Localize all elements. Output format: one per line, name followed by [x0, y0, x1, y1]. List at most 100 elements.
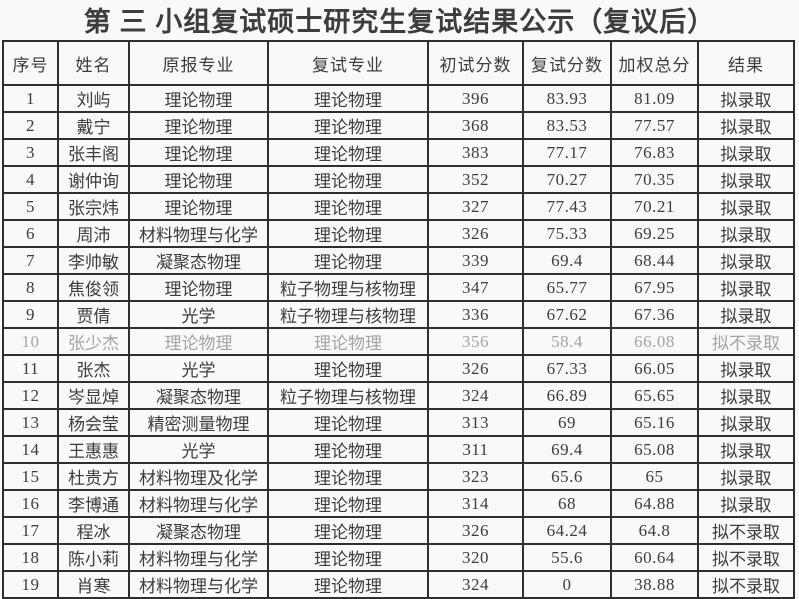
cell-initial-score: 326 — [427, 219, 524, 248]
cell-retest-score: 65.77 — [522, 273, 612, 302]
cell-weighted-score: 60.64 — [610, 543, 699, 572]
cell-original-major: 理论物理 — [128, 273, 269, 302]
cell-original-major: 材料物理与化学 — [128, 543, 269, 572]
cell-retest-major: 理论物理 — [267, 408, 429, 437]
table-body: 1 刘屿 理论物理 理论物理 396 83.93 81.09 拟录取 2 戴宁 理论物理 理论物理 36… — [2, 84, 795, 599]
cell-name: 张少杰 — [57, 327, 130, 356]
cell-initial-score: 326 — [427, 354, 524, 383]
cell-initial-score: 339 — [427, 246, 524, 275]
table-row: 4 谢仲询 理论物理 理论物理 352 70.27 70.35 拟录取 — [2, 165, 795, 194]
cell-retest-score: 67.62 — [522, 300, 612, 329]
cell-retest-major: 理论物理 — [267, 462, 429, 491]
cell-original-major: 光学 — [128, 354, 269, 383]
cell-result: 拟录取 — [697, 300, 795, 329]
cell-initial-score: 320 — [427, 543, 524, 572]
table-row: 18 陈小莉 材料物理与化学 理论物理 320 55.6 60.64 拟不录取 — [2, 543, 795, 572]
cell-no: 15 — [2, 462, 59, 491]
cell-retest-major: 理论物理 — [267, 516, 429, 545]
cell-name: 戴宁 — [57, 111, 130, 140]
table-row: 19 肖寒 材料物理与化学 理论物理 324 0 38.88 拟不录取 — [2, 570, 795, 599]
cell-initial-score: 347 — [427, 273, 524, 302]
cell-result: 拟录取 — [697, 408, 795, 437]
column-header-original-major: 原报专业 — [128, 40, 269, 86]
table-row: 2 戴宁 理论物理 理论物理 368 83.53 77.57 拟录取 — [2, 111, 795, 140]
cell-result: 拟录取 — [697, 246, 795, 275]
cell-no: 16 — [2, 489, 59, 518]
cell-retest-score: 58.4 — [522, 327, 612, 356]
cell-no: 8 — [2, 273, 59, 302]
cell-original-major: 材料物理与化学 — [128, 489, 269, 518]
cell-initial-score: 323 — [427, 462, 524, 491]
cell-result: 拟录取 — [697, 111, 795, 140]
cell-result: 拟录取 — [697, 219, 795, 248]
header-row: 序号 姓名 原报专业 复试专业 初试分数 复试分数 加权总分 结果 — [2, 40, 795, 86]
cell-original-major: 理论物理 — [128, 327, 269, 356]
cell-retest-major: 理论物理 — [267, 489, 429, 518]
cell-name: 陈小莉 — [57, 543, 130, 572]
cell-no: 5 — [2, 192, 59, 221]
cell-result: 拟不录取 — [697, 543, 795, 572]
cell-name: 程冰 — [57, 516, 130, 545]
cell-result: 拟录取 — [697, 192, 795, 221]
cell-retest-score: 70.27 — [522, 165, 612, 194]
cell-retest-score: 69 — [522, 408, 612, 437]
cell-retest-major: 理论物理 — [267, 111, 429, 140]
cell-weighted-score: 65.65 — [610, 381, 699, 410]
cell-weighted-score: 69.25 — [610, 219, 699, 248]
cell-retest-major: 理论物理 — [267, 219, 429, 248]
cell-no: 18 — [2, 543, 59, 572]
cell-no: 17 — [2, 516, 59, 545]
cell-result: 拟不录取 — [697, 570, 795, 599]
cell-weighted-score: 65.16 — [610, 408, 699, 437]
table-row: 5 张宗炜 理论物理 理论物理 327 77.43 70.21 拟录取 — [2, 192, 795, 221]
cell-original-major: 理论物理 — [128, 84, 269, 113]
cell-result: 拟录取 — [697, 354, 795, 383]
cell-result: 拟录取 — [697, 435, 795, 464]
cell-no: 4 — [2, 165, 59, 194]
cell-original-major: 光学 — [128, 300, 269, 329]
cell-original-major: 精密测量物理 — [128, 408, 269, 437]
cell-name: 杨会莹 — [57, 408, 130, 437]
cell-retest-major: 理论物理 — [267, 246, 429, 275]
table-row: 8 焦俊领 理论物理 粒子物理与核物理 347 65.77 67.95 拟录取 — [2, 273, 795, 302]
cell-initial-score: 368 — [427, 111, 524, 140]
cell-no: 14 — [2, 435, 59, 464]
table-row: 10 张少杰 理论物理 理论物理 356 58.4 66.08 拟不录取 — [2, 327, 795, 356]
cell-no: 3 — [2, 138, 59, 167]
table-row: 13 杨会莹 精密测量物理 理论物理 313 69 65.16 拟录取 — [2, 408, 795, 437]
table-row: 17 程冰 凝聚态物理 理论物理 326 64.24 64.8 拟不录取 — [2, 516, 795, 545]
cell-initial-score: 383 — [427, 138, 524, 167]
cell-name: 贾倩 — [57, 300, 130, 329]
column-header-name: 姓名 — [57, 40, 130, 86]
cell-weighted-score: 68.44 — [610, 246, 699, 275]
cell-weighted-score: 64.8 — [610, 516, 699, 545]
cell-retest-major: 理论物理 — [267, 165, 429, 194]
table-header: 序号 姓名 原报专业 复试专业 初试分数 复试分数 加权总分 结果 — [2, 40, 795, 86]
table-row: 7 李帅敏 凝聚态物理 理论物理 339 69.4 68.44 拟录取 — [2, 246, 795, 275]
cell-name: 杜贵方 — [57, 462, 130, 491]
cell-initial-score: 324 — [427, 381, 524, 410]
table-row: 15 杜贵方 材料物理及化学 理论物理 323 65.6 65 拟录取 — [2, 462, 795, 491]
cell-original-major: 凝聚态物理 — [128, 516, 269, 545]
cell-weighted-score: 67.36 — [610, 300, 699, 329]
cell-name: 谢仲询 — [57, 165, 130, 194]
cell-original-major: 材料物理与化学 — [128, 570, 269, 599]
cell-retest-score: 69.4 — [522, 435, 612, 464]
cell-retest-major: 理论物理 — [267, 435, 429, 464]
cell-result: 拟录取 — [697, 381, 795, 410]
cell-name: 周沛 — [57, 219, 130, 248]
cell-retest-major: 理论物理 — [267, 570, 429, 599]
cell-retest-score: 83.93 — [522, 84, 612, 113]
cell-result: 拟不录取 — [697, 327, 795, 356]
table-row: 16 李博通 材料物理与化学 理论物理 314 68 64.88 拟录取 — [2, 489, 795, 518]
cell-result: 拟录取 — [697, 165, 795, 194]
cell-original-major: 光学 — [128, 435, 269, 464]
cell-retest-major: 理论物理 — [267, 354, 429, 383]
cell-initial-score: 336 — [427, 300, 524, 329]
column-header-retest-major: 复试专业 — [267, 40, 429, 86]
cell-no: 9 — [2, 300, 59, 329]
table-row: 12 岑显焯 凝聚态物理 粒子物理与核物理 324 66.89 65.65 拟录取 — [2, 381, 795, 410]
cell-initial-score: 326 — [427, 516, 524, 545]
cell-retest-major: 理论物理 — [267, 543, 429, 572]
cell-retest-major: 粒子物理与核物理 — [267, 273, 429, 302]
